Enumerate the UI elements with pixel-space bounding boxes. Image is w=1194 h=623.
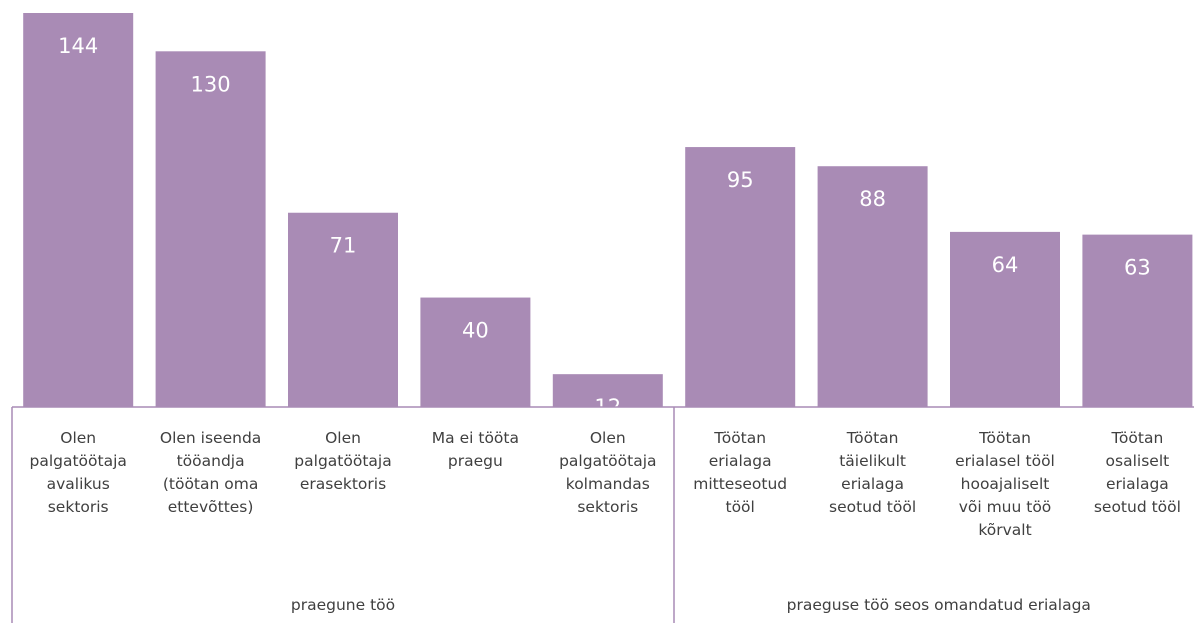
x-tick-label: Töötan täielikult erialaga seotud tööl — [829, 429, 917, 516]
x-tick-label: Olen palgatöötaja avalikus sektoris — [29, 429, 127, 516]
bar — [817, 166, 928, 407]
data-label: 40 — [462, 319, 489, 343]
data-label: 95 — [727, 168, 754, 192]
data-label: 130 — [191, 72, 231, 96]
x-tick-label: Olen palgatöötaja erasektoris — [294, 429, 392, 493]
x-tick-label: Töötan erialasel tööl hooajaliselt või m… — [955, 429, 1055, 539]
bar — [552, 374, 663, 407]
group-label: praegune töö — [290, 596, 396, 614]
data-label: 88 — [859, 187, 886, 211]
x-tick-label: Töötan erialaga mitteseotud tööl — [693, 429, 788, 516]
x-tick-label: Töötan osaliselt erialaga seotud tööl — [1093, 429, 1181, 516]
x-tick-label: Ma ei tööta praegu — [431, 429, 519, 470]
x-tick-label: Olen iseenda tööandja (töötan oma ettevõ… — [159, 429, 262, 516]
data-label: 71 — [330, 234, 357, 258]
bar — [155, 51, 266, 408]
bar — [685, 147, 796, 407]
bar — [950, 231, 1060, 407]
data-label: 144 — [58, 34, 98, 58]
data-label: 64 — [992, 253, 1019, 277]
data-label: 63 — [1124, 256, 1151, 280]
bar — [23, 13, 134, 407]
bar — [420, 297, 531, 407]
x-tick-label: Olen palgatöötaja kolmandas sektoris — [559, 429, 657, 516]
bar — [288, 212, 398, 407]
bar — [1082, 234, 1193, 407]
group-label: praeguse töö seos omandatud erialaga — [786, 596, 1091, 614]
